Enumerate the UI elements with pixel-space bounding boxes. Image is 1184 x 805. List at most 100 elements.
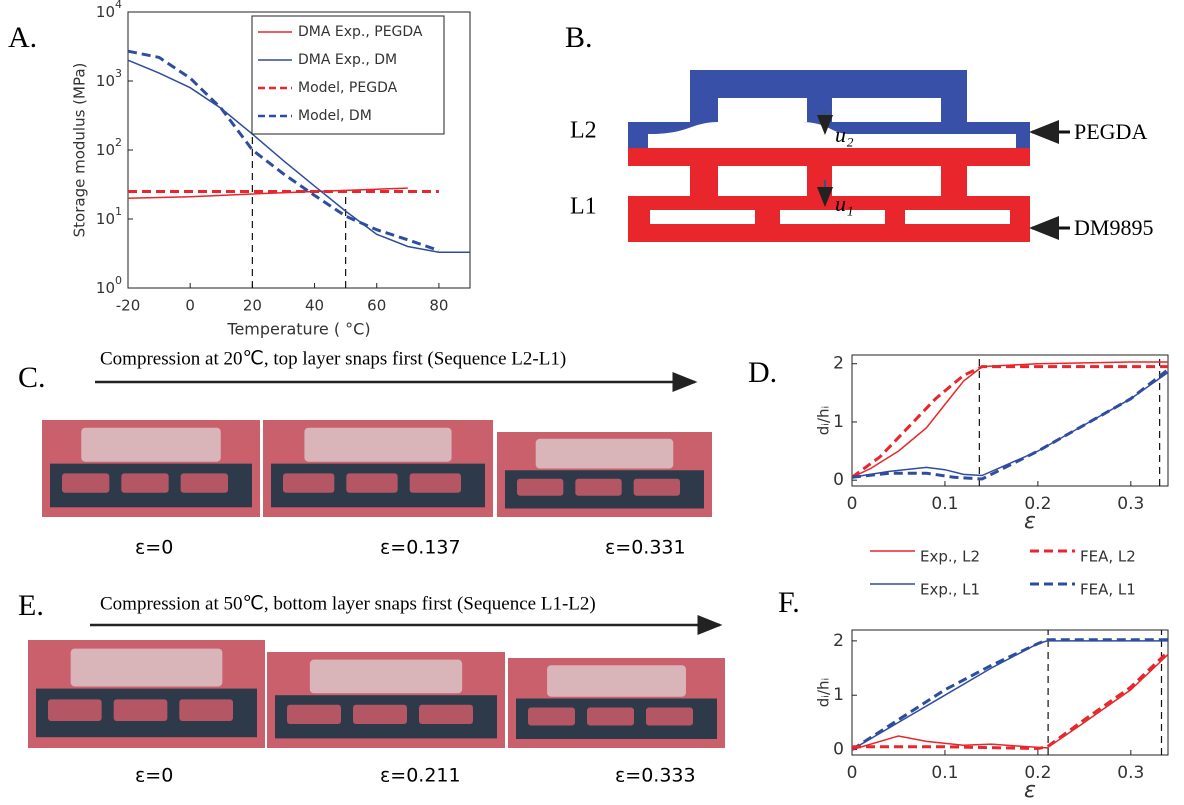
specimen-top [547,665,686,697]
x-axis-label: ε [1024,778,1036,803]
x-tick-label: 40 [305,297,324,315]
material-label: PEGDA [1074,119,1147,144]
x-tick-label: 0.3 [1117,494,1144,514]
y-tick-label: 104 [96,0,122,21]
plot-frame [851,354,1169,487]
plot-frame [851,629,1169,756]
charts: A.-20 0 20 40 60 80100101102103104Temperature… [8,0,1170,803]
lattice-hole [517,478,564,496]
lattice-hole [346,473,398,493]
series-line [851,653,1169,751]
panel-label: C. [18,361,46,394]
x-tick-label: 0.3 [1117,763,1144,783]
lattice-hole [283,473,335,493]
series-line [851,361,1168,478]
series-line [851,368,1169,481]
y-tick-label: 2 [833,354,844,374]
series-line [851,365,1168,479]
lattice-hole [180,473,228,493]
x-tick-label: 20 [243,297,262,315]
x-tick-label: 0 [185,297,195,315]
x-tick-label: 0.1 [931,494,958,514]
layer-label: L2 [570,118,597,144]
specimen-top [81,427,221,462]
x-tick-label: 0.1 [931,763,958,783]
displacement-label: u₂ [835,122,854,147]
y-tick-label: 100 [96,274,122,297]
y-tick-label: 103 [96,67,122,90]
lattice-hole [179,699,233,721]
strain-label: ε=0.333 [615,765,696,787]
x-tick-label: 80 [429,297,448,315]
panel-label: A. [8,21,37,54]
photo-caption: Compression at 20℃, top layer snaps firs… [100,348,566,369]
photo-panels: C. Compression at 20℃, top layer snaps fi… [18,348,725,787]
lattice-hole [113,699,168,721]
y-tick-label: 2 [833,631,844,651]
specimen-top [70,648,223,687]
y-axis-label: Storage modulus (MPa) [71,63,89,238]
y-tick-label: 1 [833,685,844,705]
y-axis-label: dᵢ/hᵢ [815,406,833,435]
x-axis-label: ε [1024,509,1036,534]
strain-label: ε=0 [135,537,173,559]
photo-caption: Compression at 50℃, bottom layer snaps f… [100,593,596,614]
diagram: B. L2 L1 u₂ u₁ PEGDA DM9895 [565,21,1153,242]
legend-box [251,15,445,135]
y-tick-label: 0 [833,470,844,490]
legend-label: Model, DM [298,108,372,124]
panel-label: B. [565,21,593,54]
lattice-hole [587,707,634,726]
x-tick-label: 0.2 [1024,763,1051,783]
y-tick-label: 102 [96,136,122,159]
legend-label: FEA, L1 [1080,581,1136,599]
series-line [127,187,408,199]
lattice-hole [633,478,680,496]
lattice-hole [409,473,461,493]
specimen-top [304,427,452,462]
strain-label: ε=0.137 [380,537,461,559]
x-tick-label: 0.2 [1024,494,1051,514]
specimen-top [309,659,463,694]
legend-label: Exp., L1 [920,581,980,599]
lattice-hole [419,704,473,724]
lattice-hole [528,707,575,726]
displacement-label: u₁ [835,191,854,216]
strain-label: ε=0 [135,765,173,787]
series-line [127,59,470,253]
x-tick-label: -20 [116,297,141,315]
lattice-hole [646,707,693,726]
legend-label: DMA Exp., PEGDA [298,24,423,40]
x-tick-label: 60 [367,297,386,315]
y-tick-label: 101 [96,205,122,228]
lattice-hole [353,704,407,724]
legend-label: Exp., L2 [920,548,980,566]
series-line [127,49,440,252]
x-tick-label: 0 [847,494,858,514]
lattice-hole [48,699,102,721]
panel-label: E. [18,589,44,622]
lattice-hole [121,473,169,493]
legend-label: Model, PEGDA [298,80,398,96]
lattice-hole [62,473,110,493]
strain-label: ε=0.331 [605,537,686,559]
panel-label: F. [778,586,800,619]
y-tick-label: 0 [833,740,844,760]
panel-label: D. [748,356,777,389]
x-axis-label: Temperature ( °C) [226,320,370,339]
lattice-hole [575,478,622,496]
series-line [851,371,1169,479]
strain-label: ε=0.211 [380,765,461,787]
y-tick-label: 1 [833,412,844,432]
series-line [852,650,1170,751]
layer-label: L1 [570,194,597,220]
legend-label: DMA Exp., DM [298,52,397,68]
specimen-top [535,438,674,469]
material-label: DM9895 [1074,215,1153,240]
lattice-hole [287,704,341,724]
series-line [851,638,1168,751]
x-tick-label: 0 [847,763,858,783]
legend-label: FEA, L2 [1080,548,1136,566]
